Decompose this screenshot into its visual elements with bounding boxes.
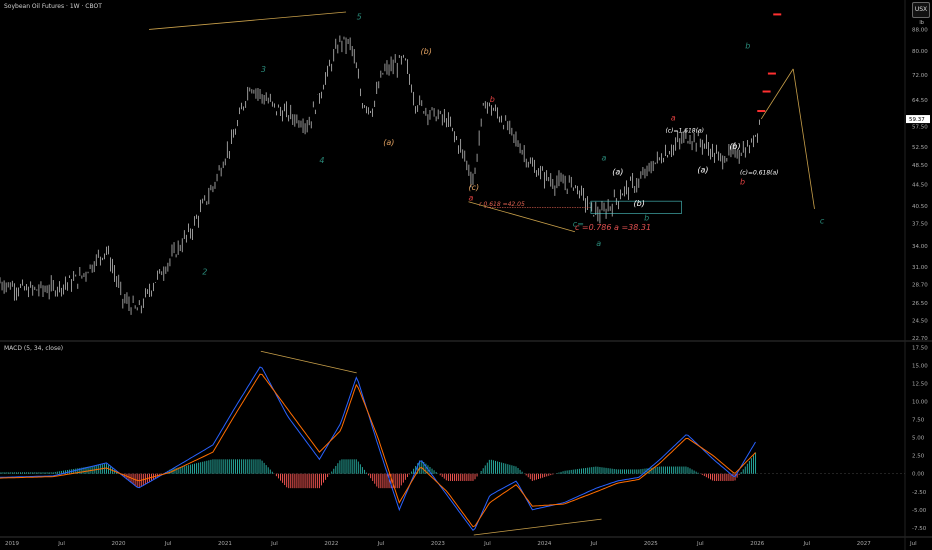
currency-badge[interactable]: USX: [912, 2, 930, 18]
macd-tick-label: -2.50: [912, 490, 927, 496]
time-tick-label: Jul: [57, 541, 65, 547]
price-tick-label: 64.50: [912, 98, 928, 104]
wave-label: a: [596, 239, 601, 248]
time-tick-label: Jul: [803, 541, 811, 547]
macd-divergence-bottom: [473, 518, 602, 536]
wave-label: 3: [261, 65, 266, 74]
price-tick-label: 57.50: [912, 124, 928, 130]
wave-label: (c)=0.618(a): [740, 170, 779, 177]
macd-title: MACD (5, 34, close): [4, 345, 64, 352]
time-tick-label: 2022: [324, 541, 338, 547]
time-tick-label: Jul: [164, 541, 172, 547]
wave-label: (c): [468, 183, 479, 192]
wave-label: 2: [202, 268, 207, 277]
time-tick-label: Jul: [377, 541, 385, 547]
price-tick-label: 24.50: [912, 319, 928, 325]
last-price-label: 59.37: [909, 117, 925, 123]
fib-annotation: c =0.786 a =38.31: [575, 223, 651, 232]
price-tick-label: 31.00: [912, 265, 928, 271]
price-tick-label: 72.00: [912, 73, 928, 79]
macd-tick-label: 0.00: [912, 472, 925, 478]
price-tick-label: 44.50: [912, 183, 928, 189]
macd-tick-label: 5.00: [912, 436, 925, 442]
wave-label: a: [602, 153, 607, 162]
lower-trendline: [468, 201, 576, 233]
time-tick-label: 2027: [857, 541, 871, 547]
wave-label: (a): [697, 165, 708, 174]
wave-label: b: [490, 95, 495, 104]
price-tick-label: 80.00: [912, 49, 928, 55]
macd-tick-label: 12.50: [912, 382, 928, 388]
macd-tick-label: 10.00: [912, 400, 928, 406]
wave-label: 5: [357, 12, 362, 21]
wave-label: c: [820, 217, 825, 226]
macd-tick-label: 7.50: [912, 418, 925, 424]
wave-label: a: [468, 194, 473, 203]
time-tick-label: 2021: [218, 541, 232, 547]
macd-tick-label: -7.50: [912, 526, 927, 532]
wave-label: b: [644, 214, 649, 223]
macd-tick-label: -5.00: [912, 508, 927, 514]
macd-tick-label: 15.00: [912, 364, 928, 370]
time-tick-label: Jul: [590, 541, 598, 547]
fib-annotation: r 0.618 =42.05: [479, 201, 525, 208]
wave-label: (a): [612, 168, 623, 177]
price-tick-label: 22.70: [912, 336, 928, 342]
wave-label: b: [745, 41, 750, 50]
projection-up: [760, 68, 794, 120]
price-tick-label: 28.70: [912, 283, 928, 289]
macd-tick-label: 17.50: [912, 346, 928, 352]
time-tick-label: 2026: [750, 541, 764, 547]
last-price-badge: [906, 115, 930, 124]
wave-label: a: [671, 113, 676, 122]
time-tick-label: 2025: [644, 541, 658, 547]
time-tick-label: Jul: [696, 541, 704, 547]
wave-label: (c)=1.618(a): [665, 127, 704, 134]
price-tick-label: 26.50: [912, 301, 928, 307]
macd-tick-label: 2.50: [912, 454, 925, 460]
target-zone-box: [590, 200, 682, 214]
price-tick-label: 48.50: [912, 163, 928, 169]
projection-down: [792, 68, 815, 210]
wave-label: (b): [421, 47, 432, 56]
wave-label: (b): [634, 199, 645, 208]
price-tick-label: 40.50: [912, 204, 928, 210]
signal-line: [0, 373, 756, 528]
wave-label: 4: [319, 156, 324, 165]
wave-label: (a): [383, 138, 394, 147]
wave-label: (b): [729, 142, 740, 151]
time-tick-label: Jul: [483, 541, 491, 547]
time-tick-label: 2020: [111, 541, 125, 547]
divergence-trendline-top: [149, 11, 347, 30]
time-tick-label: 2019: [5, 541, 19, 547]
price-tick-label: 34.00: [912, 244, 928, 250]
wave-label: c=: [573, 220, 584, 229]
time-tick-label: 2024: [537, 541, 551, 547]
unit-label: lb: [919, 20, 924, 26]
price-tick-label: 88.00: [912, 27, 928, 33]
macd-line: [0, 366, 756, 532]
price-tick-label: 37.50: [912, 222, 928, 228]
macd-divergence-top: [260, 350, 357, 374]
chart-title: Soybean Oil Futures · 1W · CBOT: [4, 3, 102, 10]
time-tick-label: 2023: [431, 541, 445, 547]
time-tick-label: Jul: [909, 541, 917, 547]
time-tick-label: Jul: [270, 541, 278, 547]
price-tick-label: 52.50: [912, 145, 928, 151]
wave-label: b: [740, 178, 745, 187]
